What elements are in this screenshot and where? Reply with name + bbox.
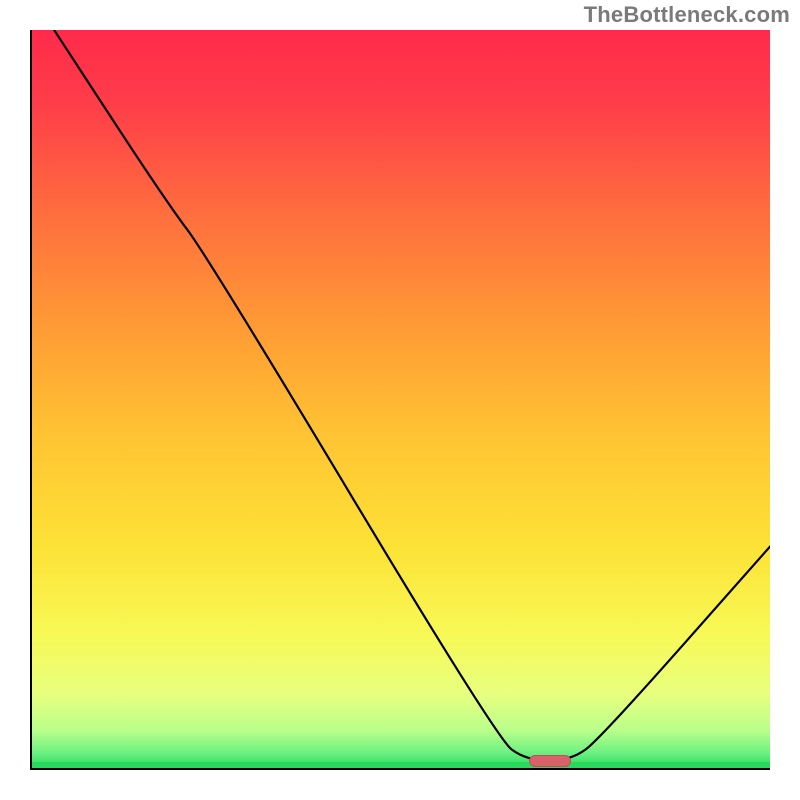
gradient-background — [32, 30, 770, 768]
valley-marker — [529, 755, 571, 767]
chart-stage: TheBottleneck.com — [0, 0, 800, 800]
baseline-green-strip — [32, 762, 770, 768]
attribution-label: TheBottleneck.com — [584, 2, 790, 28]
plot-area — [30, 30, 770, 770]
